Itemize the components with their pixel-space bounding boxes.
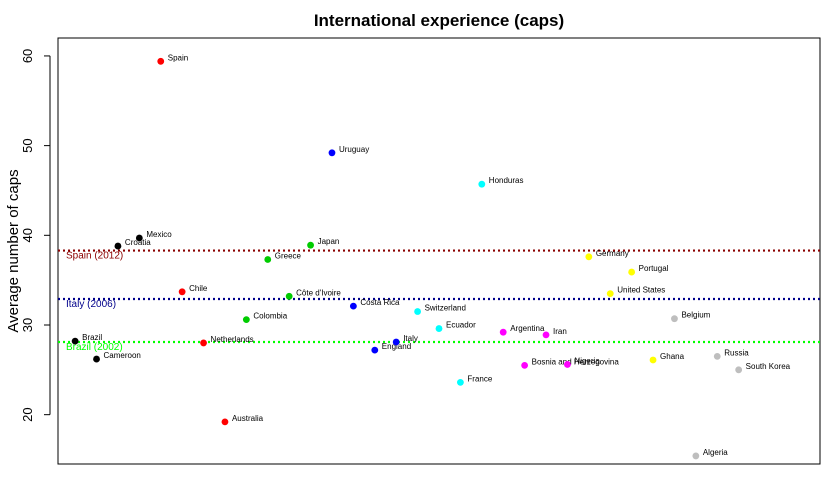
data-point-label: Chile <box>189 284 208 293</box>
y-tick-label: 40 <box>20 228 35 242</box>
reference-line-label: Brazil (2002) <box>66 342 123 353</box>
data-point-label: Algeria <box>703 448 728 457</box>
data-point-label: Portugal <box>639 264 669 273</box>
data-point-label: Greece <box>275 252 302 261</box>
data-point <box>585 253 593 261</box>
data-point <box>178 288 186 296</box>
data-point <box>371 346 379 354</box>
y-axis-label: Average number of caps <box>5 169 22 332</box>
data-point <box>157 57 165 65</box>
data-point-label: Belgium <box>681 311 710 320</box>
data-point <box>606 290 614 297</box>
data-point-label: Germany <box>596 249 629 258</box>
data-point-label: England <box>382 342 411 351</box>
data-point-label: Cameroon <box>104 351 141 360</box>
data-point <box>200 339 207 347</box>
data-point <box>542 331 550 339</box>
data-point-label: United States <box>617 286 665 295</box>
data-point <box>242 316 250 324</box>
data-point <box>285 292 293 300</box>
y-tick-label: 60 <box>20 49 35 63</box>
data-point <box>349 302 357 310</box>
data-point <box>692 452 700 460</box>
reference-line-label: Italy (2006) <box>66 299 116 310</box>
data-point-label: Mexico <box>146 230 172 239</box>
data-point-label: Japan <box>318 237 340 246</box>
data-point <box>392 338 400 346</box>
data-point-label: Colombia <box>253 312 287 321</box>
data-point-label: France <box>467 374 492 383</box>
y-tick-label: 50 <box>20 138 35 152</box>
data-point <box>499 328 507 336</box>
data-point <box>521 361 529 369</box>
data-point-label: Switzerland <box>425 304 466 313</box>
data-point-label: Ecuador <box>446 321 476 330</box>
data-point-label: Australia <box>232 414 264 423</box>
data-point <box>328 149 336 157</box>
data-point <box>93 355 100 363</box>
data-point-label: Russia <box>724 348 749 357</box>
reference-lines: Spain (2012) Italy (2006) Brazil (2002) <box>58 249 820 353</box>
data-point-label: Bosnia and Herzegovina <box>532 357 620 366</box>
chart-title: International experience (caps) <box>314 11 564 30</box>
data-point-label: Argentina <box>510 324 545 333</box>
data-point-label: Italy <box>403 334 418 343</box>
data-point <box>435 325 443 332</box>
data-point-label: Croatia <box>125 238 151 247</box>
data-point-label: Ghana <box>660 352 685 361</box>
data-point <box>114 242 122 250</box>
data-point <box>735 366 743 374</box>
data-point-label: Spain <box>168 53 188 62</box>
data-point <box>713 352 721 360</box>
data-point <box>71 337 79 345</box>
data-point-label: Nigeria <box>574 356 600 365</box>
data-point-label: Uruguay <box>339 145 369 154</box>
data-point <box>649 356 657 364</box>
data-point <box>564 361 571 368</box>
data-point-label: Brazil <box>82 333 102 342</box>
data-point-label: Iran <box>553 327 567 336</box>
data-point <box>671 315 678 323</box>
data-point <box>478 180 486 188</box>
data-point <box>135 234 143 242</box>
y-tick-label: 20 <box>20 407 35 421</box>
y-axis: 20 30 40 50 60 <box>20 49 51 422</box>
data-point <box>457 378 464 386</box>
data-point <box>221 418 229 426</box>
data-point-label: Honduras <box>489 176 524 185</box>
data-point-label: South Korea <box>746 362 791 371</box>
data-point-label: Costa Rica <box>360 298 400 307</box>
data-point-label: Netherlands <box>211 335 254 344</box>
data-point <box>414 308 421 315</box>
data-point <box>264 256 272 263</box>
data-point-label: Côte d'Ivoire <box>296 288 341 297</box>
data-point <box>307 241 314 249</box>
reference-line-label: Spain (2012) <box>66 251 123 262</box>
data-point <box>628 268 636 276</box>
y-tick-label: 30 <box>20 318 35 332</box>
